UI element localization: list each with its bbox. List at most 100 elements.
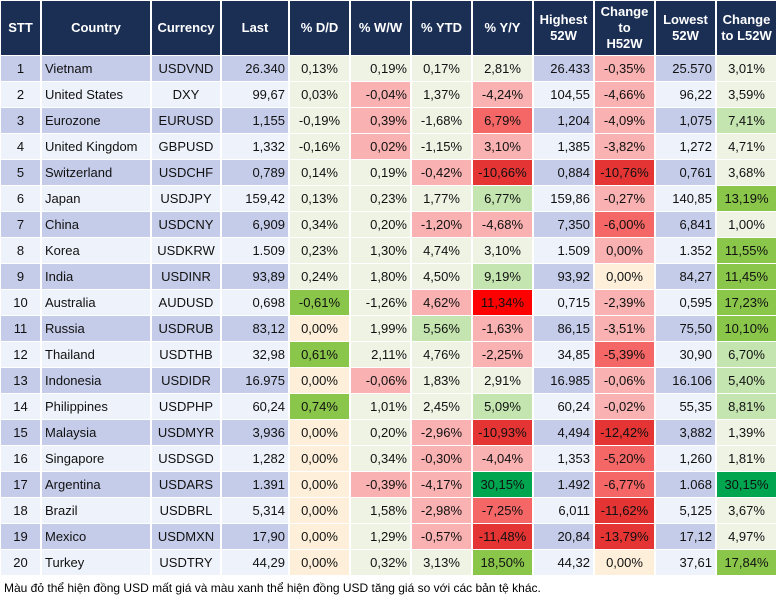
cell-ww: -0,39% — [351, 472, 410, 497]
cell-dd: 0,00% — [290, 498, 349, 523]
cell-h52: 16.985 — [534, 368, 593, 393]
cell-h52: 1.509 — [534, 238, 593, 263]
cell-ww: 1,30% — [351, 238, 410, 263]
cell-currency: USDPHP — [152, 394, 220, 419]
cell-dd: 0,13% — [290, 56, 349, 81]
cell-cl52: 3,67% — [717, 498, 776, 523]
header-h52[interactable]: Highest 52W — [534, 1, 593, 55]
cell-l52: 96,22 — [656, 82, 715, 107]
cell-ww: 1,99% — [351, 316, 410, 341]
cell-country: Australia — [42, 290, 150, 315]
cell-ww: 0,32% — [351, 550, 410, 575]
cell-last: 44,29 — [222, 550, 288, 575]
cell-country: Switzerland — [42, 160, 150, 185]
table-row: 16 Singapore USDSGD 1,282 0,00% 0,34% -0,30% -4… — [1, 446, 776, 471]
cell-dd: -0,19% — [290, 108, 349, 133]
cell-h52: 86,15 — [534, 316, 593, 341]
cell-yy: -4,24% — [473, 82, 532, 107]
cell-country: United States — [42, 82, 150, 107]
cell-country: Argentina — [42, 472, 150, 497]
cell-currency: USDTRY — [152, 550, 220, 575]
cell-ch52: 0,00% — [595, 550, 654, 575]
cell-ww: 1,01% — [351, 394, 410, 419]
cell-h52: 20,84 — [534, 524, 593, 549]
cell-ww: 0,23% — [351, 186, 410, 211]
header-ww[interactable]: % W/W — [351, 1, 410, 55]
cell-ytd: -4,17% — [412, 472, 471, 497]
header-stt[interactable]: STT — [1, 1, 40, 55]
cell-currency: GBPUSD — [152, 134, 220, 159]
cell-cl52: 6,70% — [717, 342, 776, 367]
cell-currency: DXY — [152, 82, 220, 107]
cell-currency: USDMYR — [152, 420, 220, 445]
cell-stt: 18 — [1, 498, 40, 523]
cell-stt: 5 — [1, 160, 40, 185]
cell-ww: 1,29% — [351, 524, 410, 549]
table-row: 13 Indonesia USDIDR 16.975 0,00% -0,06% 1,83% 2… — [1, 368, 776, 393]
cell-currency: USDVND — [152, 56, 220, 81]
cell-ytd: -1,68% — [412, 108, 471, 133]
cell-currency: EURUSD — [152, 108, 220, 133]
cell-h52: 60,24 — [534, 394, 593, 419]
cell-yy: -11,48% — [473, 524, 532, 549]
header-country[interactable]: Country — [42, 1, 150, 55]
header-ytd[interactable]: % YTD — [412, 1, 471, 55]
cell-ytd: -0,30% — [412, 446, 471, 471]
cell-currency: USDJPY — [152, 186, 220, 211]
cell-last: 3,936 — [222, 420, 288, 445]
cell-country: Brazil — [42, 498, 150, 523]
cell-h52: 44,32 — [534, 550, 593, 575]
header-dd[interactable]: % D/D — [290, 1, 349, 55]
cell-stt: 3 — [1, 108, 40, 133]
cell-cl52: 4,97% — [717, 524, 776, 549]
cell-h52: 1,204 — [534, 108, 593, 133]
table-row: 4 United Kingdom GBPUSD 1,332 -0,16% 0,02% -1,… — [1, 134, 776, 159]
cell-h52: 1.492 — [534, 472, 593, 497]
table-row: 9 India USDINR 93,89 0,24% 1,80% 4,50% 9,19% 93,… — [1, 264, 776, 289]
cell-l52: 84,27 — [656, 264, 715, 289]
table-row: 1 Vietnam USDVND 26.340 0,13% 0,19% 0,17% 2,81%… — [1, 56, 776, 81]
cell-ytd: -0,57% — [412, 524, 471, 549]
cell-stt: 8 — [1, 238, 40, 263]
cell-yy: -10,66% — [473, 160, 532, 185]
cell-stt: 6 — [1, 186, 40, 211]
cell-ww: 0,34% — [351, 446, 410, 471]
cell-ch52: -6,77% — [595, 472, 654, 497]
cell-ch52: -11,62% — [595, 498, 654, 523]
cell-l52: 1.068 — [656, 472, 715, 497]
cell-currency: USDMXN — [152, 524, 220, 549]
cell-cl52: 8,81% — [717, 394, 776, 419]
cell-ch52: -13,79% — [595, 524, 654, 549]
cell-cl52: 17,23% — [717, 290, 776, 315]
cell-l52: 1,075 — [656, 108, 715, 133]
cell-l52: 55,35 — [656, 394, 715, 419]
cell-country: Mexico — [42, 524, 150, 549]
header-ch52[interactable]: Change to H52W — [595, 1, 654, 55]
cell-stt: 12 — [1, 342, 40, 367]
cell-ww: 1,80% — [351, 264, 410, 289]
header-currency[interactable]: Currency — [152, 1, 220, 55]
cell-ch52: -0,27% — [595, 186, 654, 211]
cell-dd: 0,00% — [290, 316, 349, 341]
header-l52[interactable]: Lowest 52W — [656, 1, 715, 55]
cell-currency: USDKRW — [152, 238, 220, 263]
table-row: 20 Turkey USDTRY 44,29 0,00% 0,32% 3,13% 18,50%… — [1, 550, 776, 575]
cell-yy: 2,91% — [473, 368, 532, 393]
cell-cl52: 7,41% — [717, 108, 776, 133]
header-cl52[interactable]: Change to L52W — [717, 1, 776, 55]
cell-currency: USDTHB — [152, 342, 220, 367]
cell-last: 99,67 — [222, 82, 288, 107]
table-row: 19 Mexico USDMXN 17,90 0,00% 1,29% -0,57% -11,4… — [1, 524, 776, 549]
cell-stt: 2 — [1, 82, 40, 107]
header-last[interactable]: Last — [222, 1, 288, 55]
header-row: STT Country Currency Last% D/D% W/W% YTD% Y… — [1, 1, 776, 55]
cell-country: Korea — [42, 238, 150, 263]
cell-country: Vietnam — [42, 56, 150, 81]
cell-last: 16.975 — [222, 368, 288, 393]
header-yy[interactable]: % Y/Y — [473, 1, 532, 55]
cell-last: 1.391 — [222, 472, 288, 497]
table-row: 14 Philippines USDPHP 60,24 0,74% 1,01% 2,45% 5… — [1, 394, 776, 419]
cell-yy: 6,79% — [473, 108, 532, 133]
cell-currency: USDRUB — [152, 316, 220, 341]
cell-country: China — [42, 212, 150, 237]
